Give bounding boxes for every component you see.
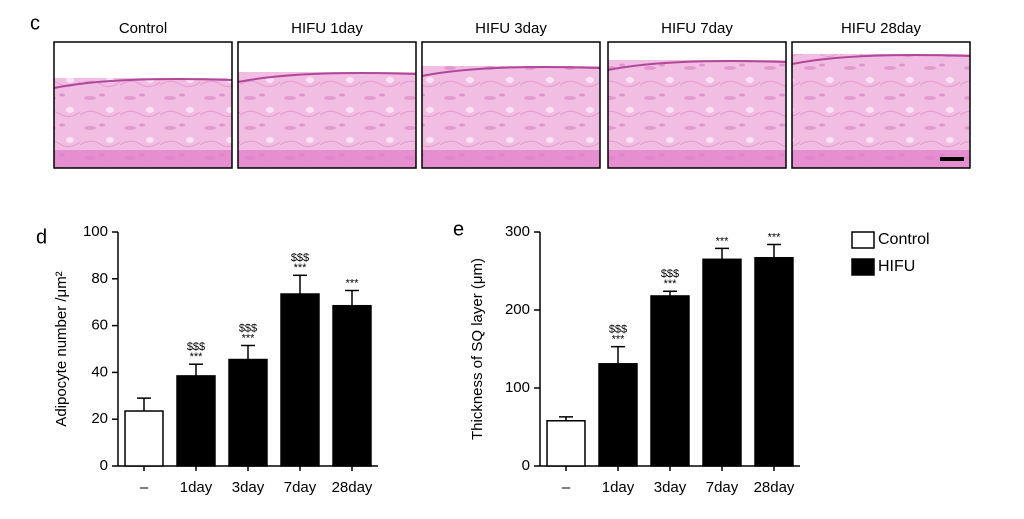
bar [598, 363, 638, 467]
bar [650, 295, 690, 467]
scale-bar [940, 157, 964, 161]
x-tick-label: 1day [602, 479, 635, 496]
x-tick-label: 7day [706, 479, 739, 496]
epidermis [791, 54, 971, 65]
histology-image [608, 42, 786, 168]
y-tick-label: 40 [91, 363, 108, 380]
bar [280, 293, 320, 467]
image-frame [791, 41, 971, 169]
white-band [422, 42, 600, 66]
muscle-band [422, 150, 600, 168]
y-axis-title: Thickness of SQ layer (μm) [469, 258, 486, 440]
muscle-band [238, 150, 416, 168]
epidermis [237, 72, 417, 83]
x-tick-label: 1day [180, 479, 213, 496]
panel-title: HIFU 3day [475, 20, 547, 37]
muscle-band [54, 150, 232, 168]
panel-label: e [453, 218, 464, 240]
legend-swatch [851, 258, 875, 276]
significance-label: *** [716, 235, 730, 247]
significance-label: *** [190, 351, 204, 363]
significance-label: $$$ [187, 341, 205, 353]
image-frame [237, 41, 417, 169]
x-tick-label: 28day [332, 479, 373, 496]
white-band [792, 42, 970, 54]
epidermis [607, 60, 787, 71]
y-tick-label: 60 [91, 317, 108, 334]
x-tick-label: – [140, 479, 149, 496]
panel-title: HIFU 28day [841, 20, 922, 37]
significance-label: *** [664, 278, 678, 290]
significance-label: *** [612, 334, 626, 346]
bar [702, 258, 742, 467]
y-tick-label: 80 [91, 270, 108, 287]
bar [546, 420, 586, 467]
image-frame [53, 41, 233, 169]
muscle-band [608, 150, 786, 168]
legend-label: Control [878, 231, 930, 248]
bar [332, 304, 372, 467]
significance-label: $$$ [609, 324, 627, 336]
significance-label: $$$ [291, 252, 309, 264]
white-band [238, 42, 416, 72]
panel-title: HIFU 1day [291, 20, 363, 37]
muscle-band [792, 150, 970, 168]
legend-label: HIFU [878, 258, 915, 275]
significance-label: *** [346, 277, 360, 289]
significance-label: $$$ [239, 322, 257, 334]
significance-label: $$$ [661, 268, 679, 280]
y-tick-label: 300 [505, 223, 530, 240]
y-tick-label: 100 [505, 379, 530, 396]
image-frame [607, 41, 787, 169]
significance-label: *** [294, 262, 308, 274]
x-tick-label: 3day [232, 479, 265, 496]
bar [754, 256, 794, 467]
x-tick-label: – [562, 479, 571, 496]
bar [228, 358, 268, 467]
panel-title: HIFU 7day [661, 20, 733, 37]
epidermis [53, 78, 233, 89]
epidermis [421, 66, 601, 77]
y-tick-label: 200 [505, 301, 530, 318]
significance-label: *** [242, 332, 256, 344]
legend-swatch [851, 231, 875, 249]
x-tick-label: 7day [284, 479, 317, 496]
image-frame [421, 41, 601, 169]
histology-image [792, 42, 970, 168]
bar [124, 410, 164, 467]
significance-label: *** [768, 231, 782, 243]
y-tick-label: 100 [83, 223, 108, 240]
white-band [54, 42, 232, 78]
panel-label: c [30, 12, 40, 34]
panel-title: Control [119, 20, 167, 37]
y-tick-label: 0 [100, 457, 108, 474]
panel-label: d [36, 226, 47, 248]
y-tick-label: 0 [522, 457, 530, 474]
x-tick-label: 3day [654, 479, 687, 496]
white-band [608, 42, 786, 60]
y-tick-label: 20 [91, 410, 108, 427]
x-tick-label: 28day [754, 479, 795, 496]
bar [176, 375, 216, 467]
y-axis-title: Adipocyte number /μm² [53, 271, 70, 426]
